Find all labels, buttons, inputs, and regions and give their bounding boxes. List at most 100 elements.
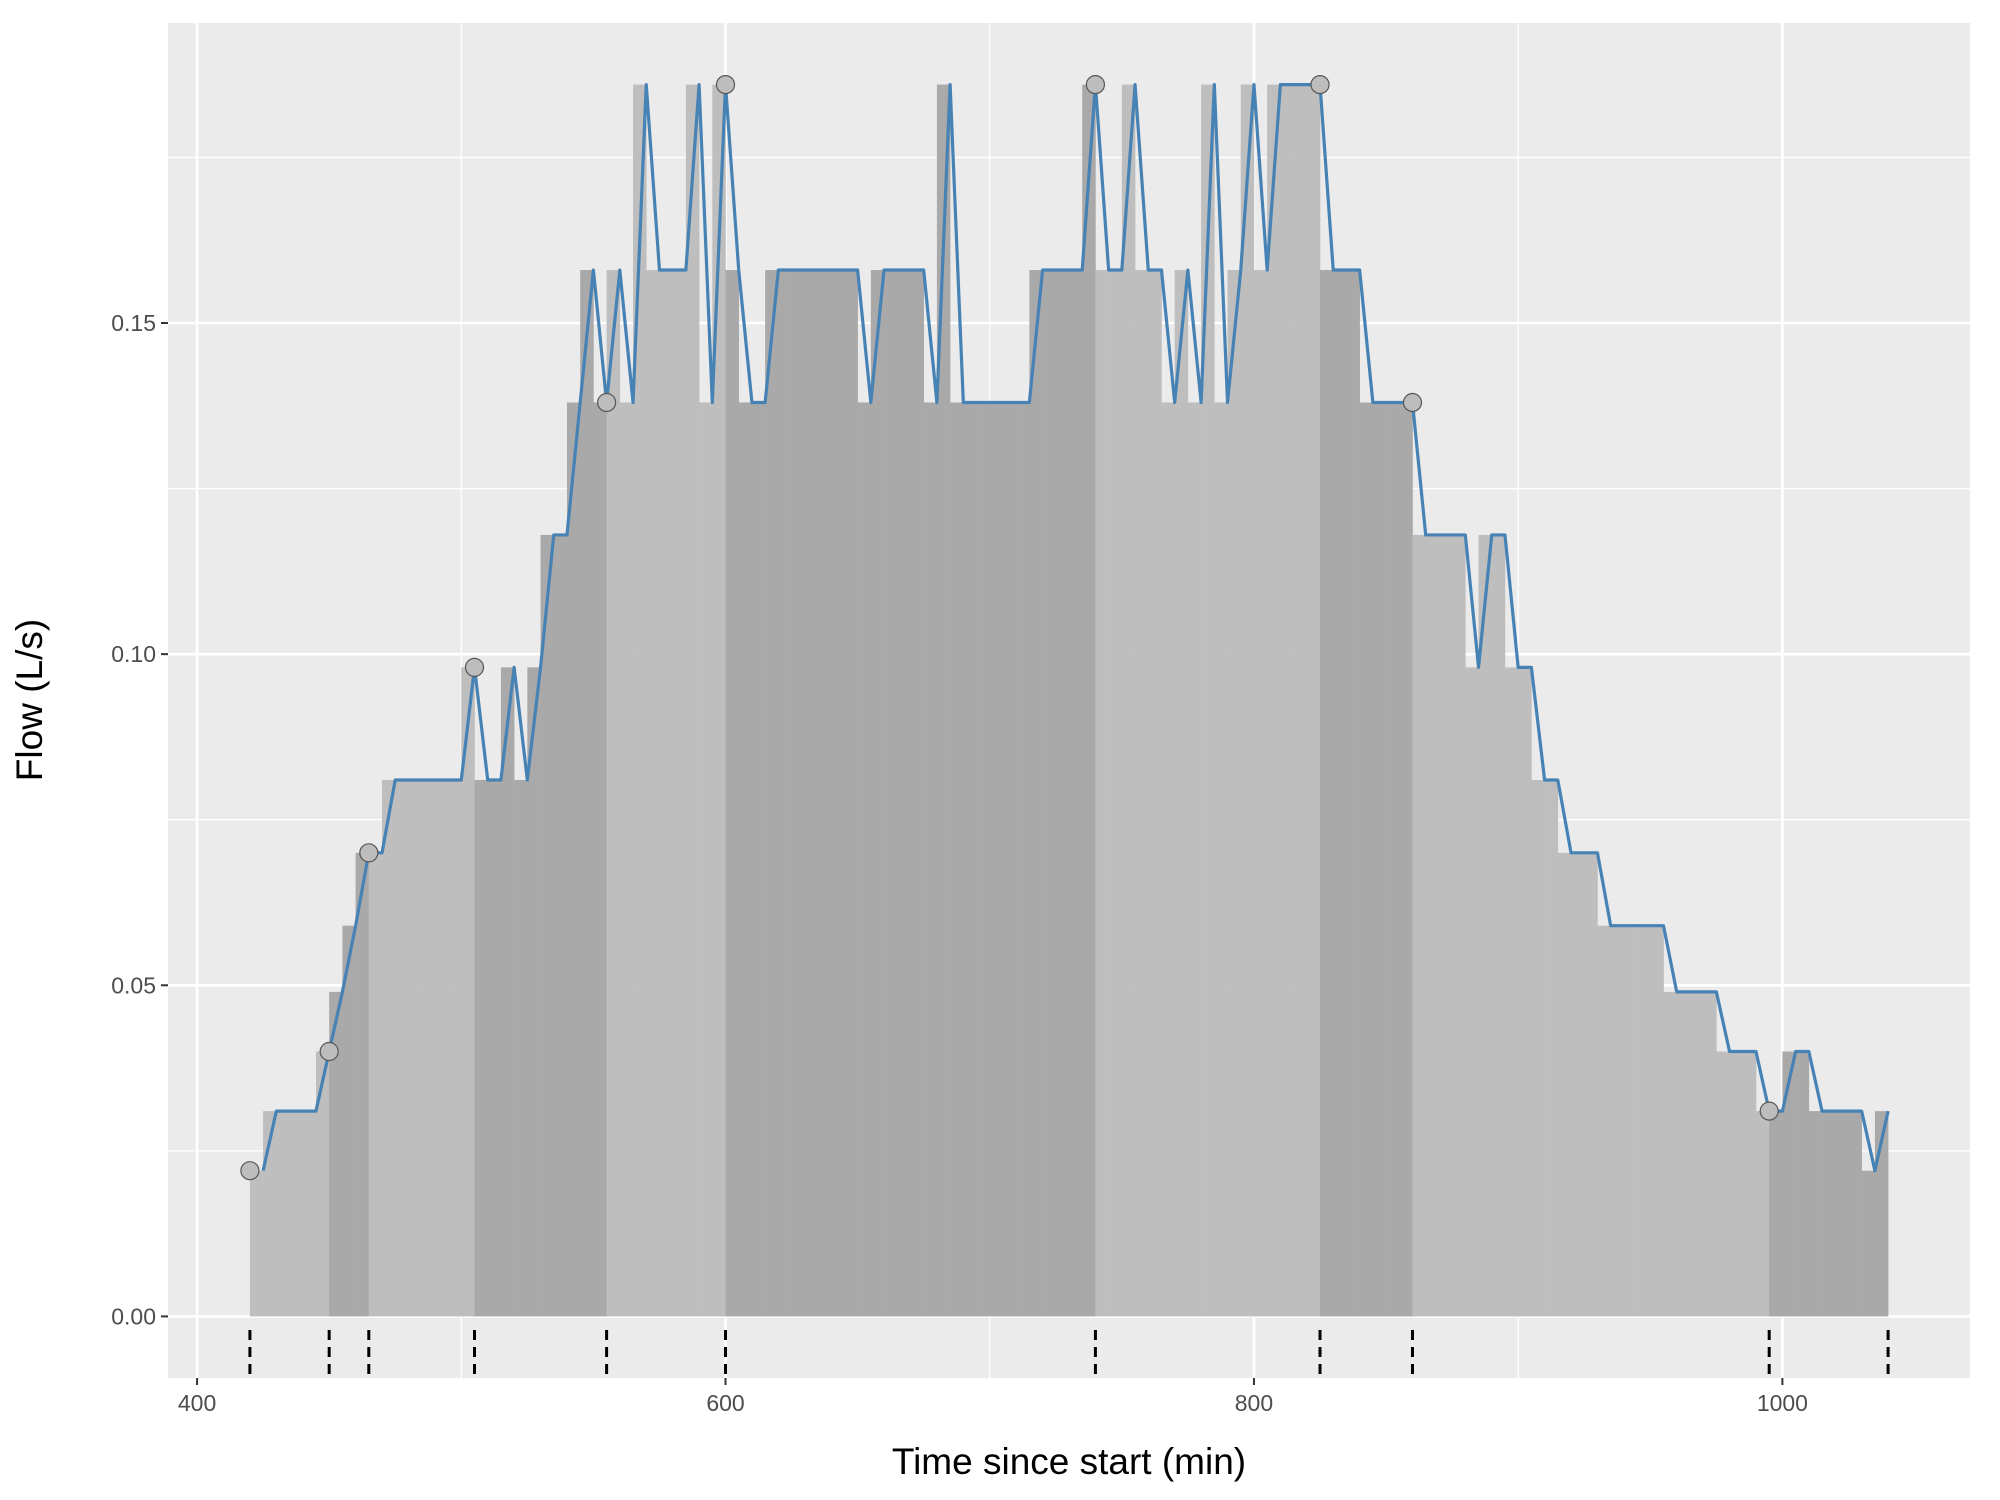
foreground [240, 74, 1890, 1374]
bar [870, 270, 885, 1317]
bar [1386, 402, 1400, 1317]
bar [1055, 270, 1070, 1317]
bar [1861, 1170, 1876, 1317]
bar [1808, 1111, 1823, 1317]
x-tick-label: 600 [706, 1390, 744, 1416]
bar [368, 852, 383, 1317]
bar [461, 667, 475, 1317]
bar [1333, 270, 1347, 1317]
bar [765, 270, 779, 1317]
bar [527, 667, 541, 1317]
x-axis-title: Time since start (min) [892, 1441, 1246, 1482]
bar [699, 402, 713, 1317]
bar [289, 1111, 304, 1317]
bar [923, 402, 938, 1317]
x-tick-label: 800 [1235, 1390, 1273, 1416]
bar [857, 402, 872, 1317]
bar [1069, 270, 1083, 1317]
bar [1822, 1111, 1836, 1317]
bar [1848, 1111, 1862, 1317]
bar [725, 270, 740, 1317]
bar [276, 1111, 290, 1317]
bar [1465, 667, 1479, 1317]
event-point [319, 1041, 339, 1062]
bar [791, 270, 806, 1317]
bar [1346, 270, 1360, 1317]
bar [1544, 779, 1559, 1317]
bar [1795, 1051, 1810, 1317]
y-axis-title: Flow (L/s) [9, 619, 50, 781]
bar [1227, 270, 1242, 1317]
bar [1782, 1051, 1796, 1317]
bar [1016, 402, 1030, 1317]
bar [751, 402, 766, 1317]
bar [897, 270, 911, 1317]
bar [329, 991, 343, 1317]
bar [1438, 534, 1453, 1317]
bar [1557, 852, 1572, 1317]
bar [1267, 84, 1281, 1317]
bar [817, 270, 832, 1317]
bar [566, 402, 581, 1317]
bar [1029, 270, 1043, 1317]
bar [1637, 925, 1651, 1317]
event-point [1310, 74, 1330, 95]
bar [1214, 402, 1228, 1317]
bar [712, 84, 726, 1317]
bar [1042, 270, 1057, 1317]
bar [1835, 1111, 1849, 1317]
bar [1240, 84, 1255, 1317]
bar [633, 84, 647, 1317]
bar [844, 270, 858, 1317]
y-tick-label: 0.15 [111, 310, 156, 336]
bar [989, 402, 1004, 1317]
bar [342, 925, 356, 1317]
bar [302, 1111, 317, 1317]
bar [1623, 925, 1638, 1317]
bar [910, 270, 924, 1317]
bar [1703, 991, 1717, 1317]
bar [1689, 991, 1704, 1317]
bar [1729, 1051, 1744, 1317]
bar [382, 779, 396, 1317]
bar [1399, 402, 1413, 1317]
bar [1201, 84, 1215, 1317]
bar [448, 779, 462, 1317]
bar [1253, 270, 1268, 1317]
bar [395, 779, 409, 1317]
bar [646, 270, 660, 1317]
x-tick-label: 400 [178, 1390, 216, 1416]
bar [553, 534, 568, 1317]
bar [1108, 270, 1123, 1317]
event-point [240, 1161, 260, 1181]
event-point [359, 843, 379, 863]
bar [1372, 402, 1387, 1317]
bar [1663, 991, 1678, 1317]
event-point [1085, 74, 1106, 95]
bar [1597, 925, 1611, 1317]
bar [659, 270, 673, 1317]
flow-line [261, 82, 1890, 1173]
bar [580, 270, 594, 1317]
bar [1716, 1051, 1730, 1317]
bar [500, 667, 515, 1317]
bar [1504, 667, 1519, 1317]
bar [1452, 534, 1466, 1317]
bar [1187, 402, 1202, 1317]
bar [778, 270, 792, 1317]
bar [976, 402, 991, 1317]
bar [1518, 667, 1532, 1317]
y-tick-label: 0.00 [111, 1303, 156, 1329]
bar [1306, 84, 1321, 1317]
event-point [1402, 392, 1423, 413]
bar [1135, 270, 1149, 1317]
bar [487, 779, 502, 1317]
bar [1280, 84, 1294, 1317]
bar [738, 402, 753, 1317]
bar [249, 1170, 264, 1317]
event-point [464, 657, 485, 677]
bar [936, 84, 951, 1317]
bar [884, 270, 898, 1317]
bar [1174, 270, 1189, 1317]
